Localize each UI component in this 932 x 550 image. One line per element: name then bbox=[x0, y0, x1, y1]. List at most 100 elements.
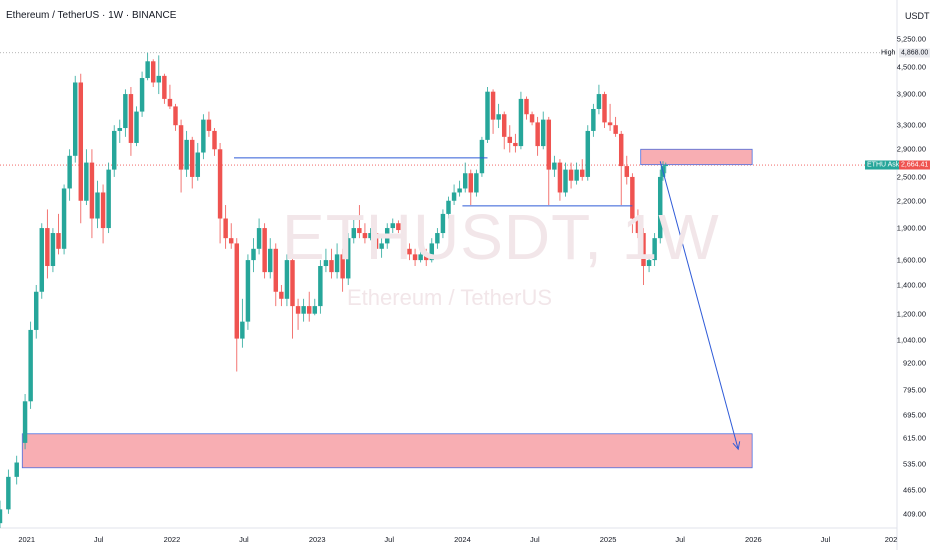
candle bbox=[56, 213, 61, 255]
candle bbox=[340, 248, 345, 292]
candle bbox=[507, 125, 513, 153]
candle bbox=[6, 469, 11, 514]
candle bbox=[61, 184, 67, 255]
candle bbox=[251, 238, 256, 273]
price-tick: 920.00 bbox=[903, 358, 926, 368]
price-tick: 2,900.00 bbox=[896, 144, 926, 154]
candle-body bbox=[228, 238, 234, 244]
candle bbox=[167, 84, 173, 109]
candle-body bbox=[84, 162, 89, 201]
candle-body bbox=[234, 243, 240, 339]
candle bbox=[173, 103, 178, 131]
price-tick: 1,900.00 bbox=[896, 223, 926, 233]
candle bbox=[28, 321, 33, 409]
candle-body bbox=[323, 260, 329, 267]
ask-label-badge: ETHU Ask bbox=[865, 160, 902, 170]
candle bbox=[45, 209, 50, 279]
candle-body bbox=[306, 306, 312, 314]
time-tick: 2021 bbox=[18, 535, 35, 544]
candle-body bbox=[624, 166, 630, 177]
candle-body bbox=[401, 230, 407, 249]
candle-body bbox=[334, 254, 340, 273]
candle bbox=[596, 84, 602, 115]
price-tick: 1,600.00 bbox=[896, 255, 926, 265]
time-tick: 2026 bbox=[744, 535, 762, 544]
candle-body bbox=[435, 233, 440, 244]
candle-body bbox=[106, 169, 111, 229]
candle bbox=[552, 155, 557, 177]
candle bbox=[485, 87, 490, 143]
candle-body bbox=[279, 291, 284, 299]
candle bbox=[357, 205, 362, 239]
candle-body bbox=[423, 254, 429, 261]
candle bbox=[518, 91, 524, 150]
candle-body bbox=[635, 218, 641, 234]
candle-body bbox=[351, 228, 357, 239]
candle bbox=[535, 116, 540, 156]
candle bbox=[635, 209, 641, 239]
candle-body bbox=[496, 114, 501, 120]
currency-unit[interactable]: USDT bbox=[905, 11, 930, 21]
candle-body bbox=[173, 106, 178, 126]
candle bbox=[318, 260, 323, 314]
candle-body bbox=[145, 61, 150, 79]
candle bbox=[256, 218, 262, 255]
price-axis[interactable]: 5,250.00 4,500.00 3,900.00 3,300.00 2,900.00… bbox=[897, 0, 932, 550]
candle-body bbox=[535, 122, 540, 147]
candle-body bbox=[591, 108, 596, 131]
candle-body bbox=[652, 238, 657, 261]
candle-body bbox=[301, 306, 306, 314]
candle-body bbox=[78, 82, 84, 201]
candle bbox=[440, 209, 446, 239]
candle bbox=[591, 103, 596, 137]
candle-body bbox=[557, 162, 563, 193]
time-tick: 2025 bbox=[599, 535, 617, 544]
candle-body bbox=[267, 248, 273, 273]
candle-body bbox=[45, 228, 50, 267]
candle bbox=[579, 159, 585, 181]
candle-body bbox=[162, 75, 167, 99]
candle bbox=[641, 228, 646, 285]
candle bbox=[223, 205, 228, 249]
candle-body bbox=[357, 228, 362, 234]
candle-body bbox=[518, 98, 524, 147]
candle bbox=[457, 180, 462, 197]
candle bbox=[368, 228, 373, 241]
candle-body bbox=[507, 136, 513, 143]
candle-body bbox=[613, 125, 618, 134]
price-tick: 1,400.00 bbox=[896, 280, 926, 290]
candle-body bbox=[100, 192, 106, 229]
candle-body bbox=[295, 306, 301, 314]
candle-body bbox=[429, 243, 435, 261]
candle-body bbox=[50, 233, 56, 267]
candle bbox=[401, 228, 407, 255]
candle bbox=[435, 228, 440, 249]
candle bbox=[429, 238, 435, 263]
candle bbox=[22, 393, 28, 450]
candle-body bbox=[123, 94, 128, 129]
candle-body bbox=[61, 188, 67, 249]
candle bbox=[390, 218, 396, 234]
candle-body bbox=[513, 142, 518, 147]
candle-body bbox=[184, 139, 189, 170]
symbol-title[interactable]: Ethereum / TetherUS · 1W · BINANCE bbox=[6, 10, 177, 21]
candle bbox=[150, 59, 156, 88]
current-price-badge: 2,664.41 bbox=[899, 160, 931, 170]
candle bbox=[50, 228, 56, 273]
candle bbox=[323, 248, 329, 273]
candle-body bbox=[485, 91, 490, 140]
candle-body bbox=[256, 228, 262, 249]
candle bbox=[217, 142, 223, 244]
time-tick: 202 bbox=[884, 535, 898, 544]
candle bbox=[84, 149, 89, 206]
candle-body bbox=[446, 200, 451, 214]
candle-body bbox=[490, 91, 496, 120]
candle bbox=[546, 116, 552, 206]
lower-demand-zone bbox=[21, 433, 753, 469]
candle bbox=[67, 149, 72, 201]
candle-body bbox=[111, 130, 117, 170]
candle bbox=[524, 96, 529, 120]
candle-body bbox=[457, 188, 462, 193]
candle-body bbox=[618, 133, 624, 167]
